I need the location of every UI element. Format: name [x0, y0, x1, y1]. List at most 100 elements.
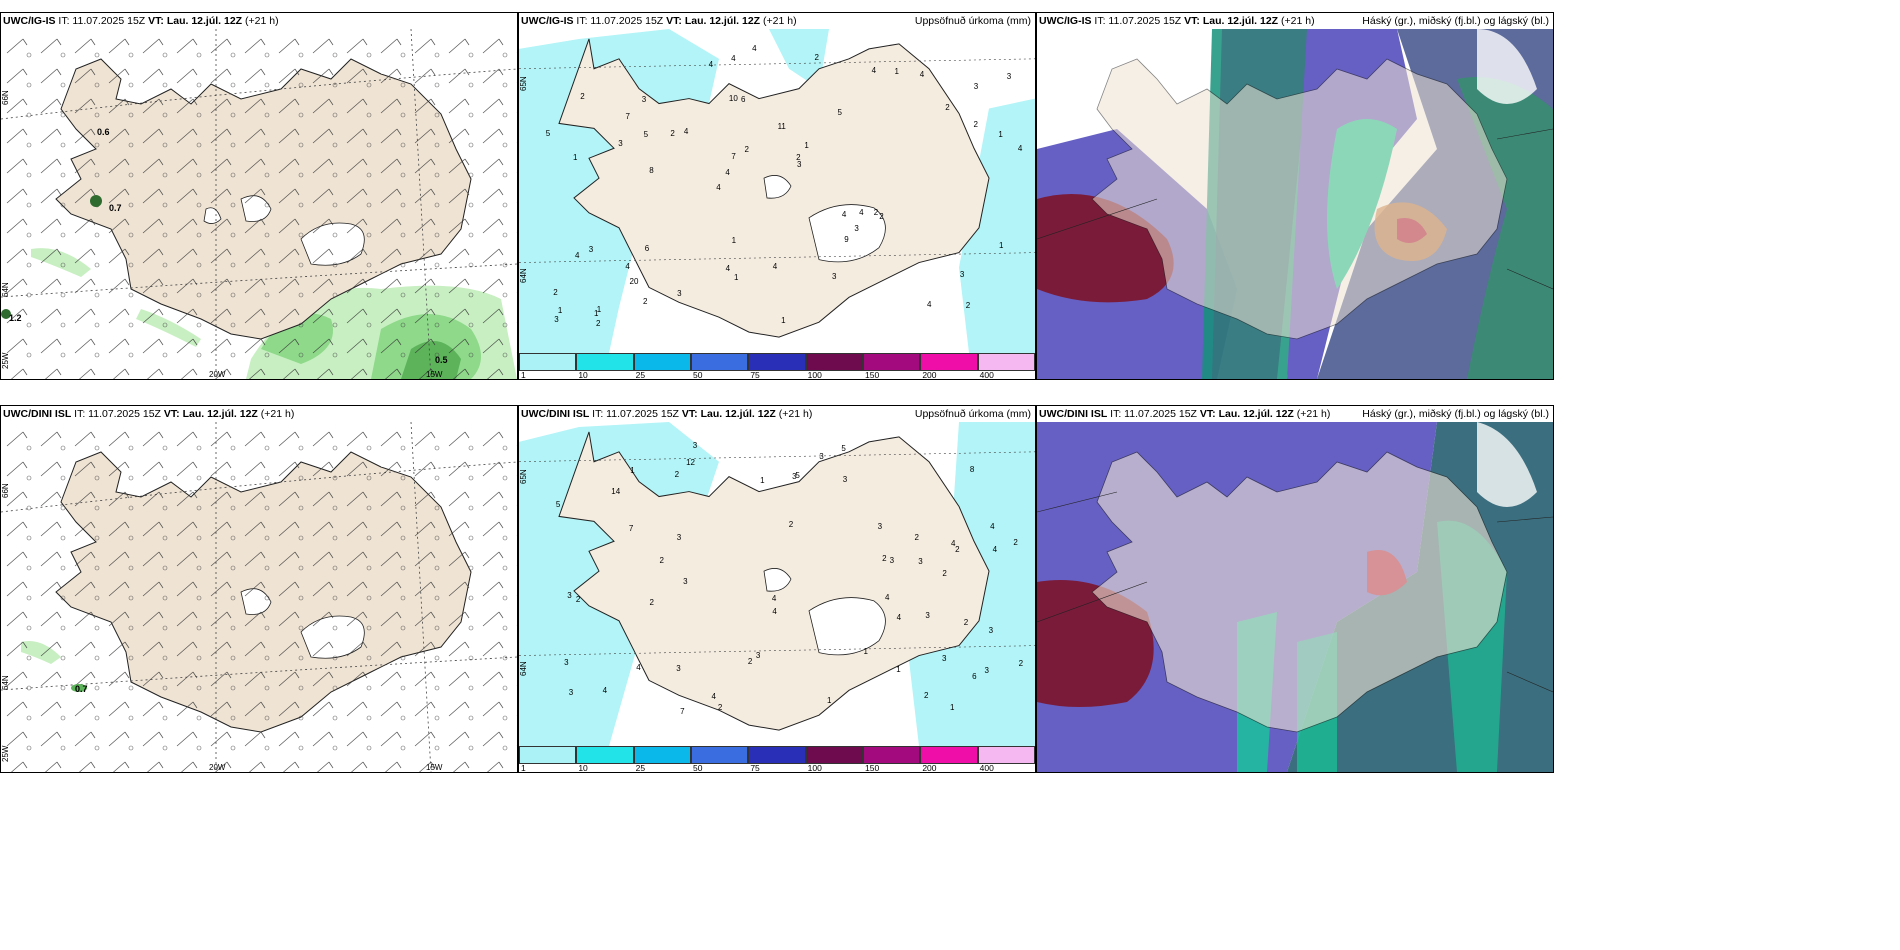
legend-label: 1 — [521, 763, 526, 773]
precip-value: 6 — [740, 95, 746, 105]
precip-value: 3 — [877, 522, 883, 532]
cloud-map[interactable] — [1037, 422, 1553, 772]
precip-value: 2 — [670, 129, 675, 139]
precip-value: 2 — [873, 208, 879, 218]
wind-map[interactable] — [1, 422, 517, 772]
legend-swatch — [576, 353, 634, 371]
precip-value: 3 — [925, 610, 930, 620]
precip-value: 3 — [567, 591, 572, 601]
precip-value: 4 — [771, 593, 777, 603]
precip-value: 3 — [641, 95, 647, 105]
legend-label: 75 — [750, 370, 760, 380]
wind-value: 1.2 — [9, 313, 22, 323]
precip-value: 4 — [752, 43, 757, 53]
precip-value: 1 — [596, 304, 602, 314]
precip-value: 5 — [795, 470, 800, 480]
precip-value: 4 — [951, 538, 956, 548]
wind-value: 0.7 — [109, 203, 122, 213]
precip-value: 4 — [725, 167, 730, 177]
precip-value: 3 — [854, 224, 859, 234]
precip-value: 2 — [580, 91, 585, 101]
precip-value: 3 — [1006, 72, 1012, 82]
precip-value: 2 — [788, 519, 794, 529]
legend-swatch — [576, 746, 634, 764]
precip-value: 12 — [686, 457, 695, 467]
precip-value: 2 — [747, 656, 753, 666]
precip-value: 7 — [628, 524, 634, 534]
precip-legend: 1 10 25 50 75 100 150 200 400 — [519, 353, 1035, 379]
precip-value: 3 — [941, 653, 947, 663]
legend-label: 10 — [578, 370, 588, 380]
precip-value: 1 — [999, 240, 1004, 250]
precip-value: 2 — [674, 470, 680, 480]
precip-panel-top: UWC/IG-IS IT: 11.07.2025 15Z VT: Lau. 12… — [518, 12, 1036, 380]
axis-label-lat65: 65N — [519, 76, 528, 91]
precip-value: 3 — [676, 664, 681, 674]
legend-label: 200 — [922, 763, 937, 773]
precip-value: 2 — [914, 532, 919, 542]
panel-subtitle: Háský (gr.), miðský (fj.bl.) og lágský (… — [1362, 408, 1549, 420]
legend-label: 75 — [750, 763, 760, 773]
axis-label-lat64: 64N — [519, 268, 528, 283]
precip-value: 10 — [728, 94, 738, 104]
axis-label-lon15: 15W — [426, 370, 443, 379]
precip-value: 1 — [760, 475, 765, 485]
precip-map[interactable] — [519, 422, 1035, 746]
precip-value: 2 — [814, 53, 819, 63]
precip-value: 2 — [717, 703, 723, 713]
precip-value: 3 — [796, 160, 802, 170]
wind-map[interactable] — [1, 29, 517, 379]
precip-value: 4 — [683, 127, 689, 136]
legend-swatch — [748, 353, 806, 371]
legend-label: 400 — [979, 763, 994, 773]
precip-value: 3 — [568, 687, 574, 697]
precip-value: 4 — [772, 261, 778, 271]
precip-value: 1 — [894, 67, 899, 77]
precip-value: 11 — [777, 121, 786, 131]
panel-title: UWC/DINI ISL IT: 11.07.2025 15Z VT: Lau.… — [1039, 408, 1331, 420]
precip-value: 7 — [625, 111, 630, 121]
precip-value: 4 — [731, 54, 736, 64]
precip-value: 2 — [1013, 538, 1018, 548]
legend-label: 25 — [635, 370, 646, 380]
legend-swatch — [633, 746, 691, 764]
precip-value: 3 — [984, 666, 989, 676]
legend-swatch — [519, 746, 577, 764]
precip-value: 6 — [644, 243, 650, 253]
precip-value: 3 — [959, 269, 965, 279]
axis-label-lon20: 20W — [209, 370, 226, 379]
cloud-map[interactable] — [1037, 29, 1553, 379]
legend-label: 150 — [865, 763, 880, 773]
panel-title: UWC/DINI ISL IT: 11.07.2025 15Z VT: Lau.… — [521, 408, 813, 420]
precip-value: 4 — [841, 210, 847, 220]
precip-value: 3 — [676, 533, 682, 543]
legend-swatch — [920, 746, 978, 764]
precip-value: 2 — [882, 554, 887, 564]
precip-value: 4 — [992, 545, 998, 555]
wind-panel-bottom: UWC/DINI ISL IT: 11.07.2025 15Z VT: Lau.… — [0, 405, 518, 773]
precip-value: 1 — [630, 466, 635, 476]
precip-value: 1 — [998, 129, 1003, 139]
precip-value: 4 — [885, 592, 890, 602]
precip-value: 3 — [918, 556, 923, 566]
precip-legend: 1 10 25 50 75 100 150 200 400 — [519, 746, 1035, 772]
precip-value: 1 — [827, 695, 832, 705]
precip-value: 2 — [963, 618, 969, 628]
panel-title: UWC/DINI ISL IT: 11.07.2025 15Z VT: Lau.… — [3, 408, 295, 420]
axis-label-lon25: 25W — [1, 745, 10, 762]
legend-swatch — [519, 353, 577, 371]
precip-map[interactable] — [519, 29, 1035, 353]
precip-value: 1 — [734, 273, 739, 283]
axis-label-lat64: 64N — [1, 675, 10, 690]
legend-swatch — [748, 746, 806, 764]
precip-value: 5 — [841, 443, 846, 453]
axis-label-lon20: 20W — [209, 763, 226, 772]
precip-value: 3 — [973, 81, 979, 91]
precip-value: 3 — [677, 289, 682, 299]
axis-label-lat64: 64N — [519, 661, 528, 676]
precip-value: 1 — [804, 141, 809, 151]
precip-value: 4 — [919, 69, 925, 79]
precip-value: 4 — [716, 183, 721, 193]
precip-value: 3 — [889, 555, 895, 565]
precip-value: 3 — [683, 577, 688, 587]
